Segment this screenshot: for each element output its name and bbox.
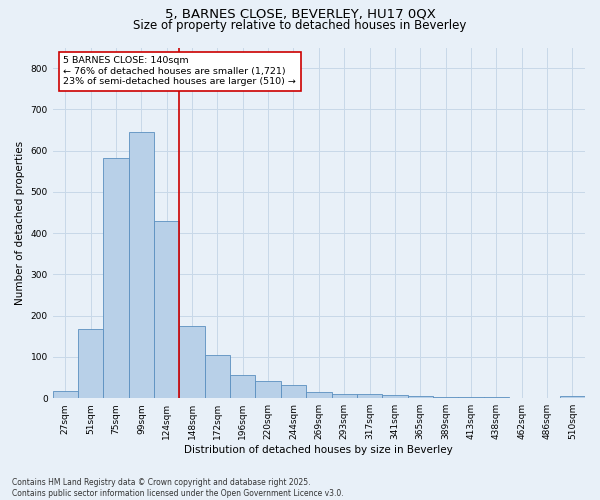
- X-axis label: Distribution of detached houses by size in Beverley: Distribution of detached houses by size …: [184, 445, 453, 455]
- Bar: [129, 132, 154, 398]
- Bar: [332, 394, 357, 398]
- Bar: [205, 355, 230, 398]
- Bar: [458, 397, 484, 398]
- Bar: [281, 385, 306, 398]
- Text: Contains HM Land Registry data © Crown copyright and database right 2025.
Contai: Contains HM Land Registry data © Crown c…: [12, 478, 344, 498]
- Bar: [154, 221, 179, 398]
- Bar: [357, 394, 382, 398]
- Text: Size of property relative to detached houses in Beverley: Size of property relative to detached ho…: [133, 18, 467, 32]
- Bar: [560, 396, 585, 398]
- Bar: [179, 326, 205, 398]
- Bar: [382, 395, 407, 398]
- Bar: [103, 158, 129, 398]
- Bar: [306, 392, 332, 398]
- Bar: [433, 396, 458, 398]
- Bar: [407, 396, 433, 398]
- Text: 5, BARNES CLOSE, BEVERLEY, HU17 0QX: 5, BARNES CLOSE, BEVERLEY, HU17 0QX: [164, 8, 436, 20]
- Y-axis label: Number of detached properties: Number of detached properties: [15, 141, 25, 305]
- Bar: [78, 329, 103, 398]
- Text: 5 BARNES CLOSE: 140sqm
← 76% of detached houses are smaller (1,721)
23% of semi-: 5 BARNES CLOSE: 140sqm ← 76% of detached…: [64, 56, 296, 86]
- Bar: [53, 391, 78, 398]
- Bar: [256, 381, 281, 398]
- Bar: [230, 374, 256, 398]
